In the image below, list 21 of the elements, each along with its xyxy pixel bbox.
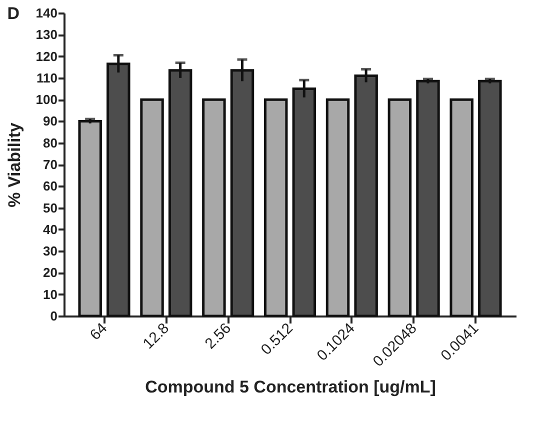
y-tick-label: 130: [36, 27, 58, 42]
y-tick-label: 90: [43, 114, 58, 129]
y-tick-label: 70: [43, 157, 58, 172]
x-tick-label: 12.8: [140, 320, 173, 353]
y-tick-label: 140: [36, 6, 58, 20]
y-tick-label: 40: [43, 222, 58, 237]
y-tick-label: 20: [43, 265, 58, 280]
y-tick-label: 80: [43, 135, 58, 150]
y-tick-label: 0: [50, 308, 58, 324]
x-tick-label: 2.56: [202, 320, 234, 353]
text: D: [7, 4, 20, 23]
x-axis-title: Compound 5 Concentration [ug/mL]: [145, 377, 436, 396]
y-tick-label: 50: [43, 200, 58, 216]
y-tick-label: 100: [36, 92, 58, 108]
y-tick-label: 110: [36, 70, 58, 86]
y-tick-label: 60: [43, 178, 58, 194]
y-tick-label: 120: [36, 48, 58, 64]
x-tick-label: 64: [86, 320, 111, 344]
y-tick-label: 30: [43, 244, 58, 259]
y-tick-label: 10: [43, 286, 58, 302]
y-axis-title: % Viability: [4, 122, 24, 208]
